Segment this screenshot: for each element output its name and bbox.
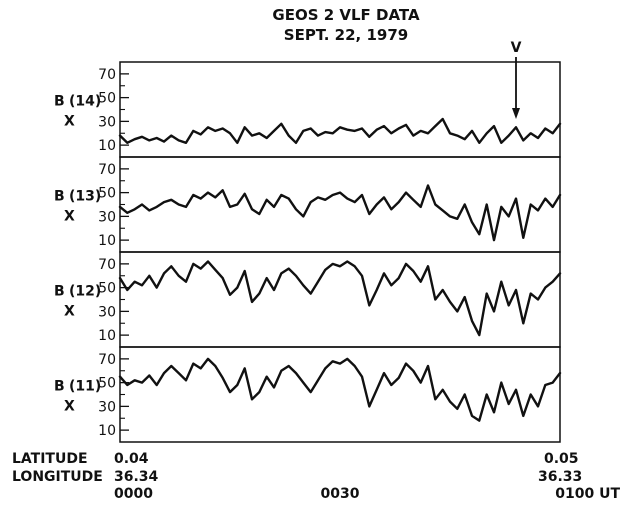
y-tick-label: 30 [98, 304, 116, 320]
series-label-component: X [64, 304, 75, 320]
longitude-start: 36.34 [114, 469, 159, 485]
series-label-index: (11) [69, 379, 101, 395]
series-label-index: (14) [69, 94, 101, 110]
y-tick-label: 70 [98, 67, 116, 83]
event-marker: V [511, 40, 522, 119]
y-tick-label: 10 [98, 328, 116, 344]
latitude-label: LATITUDE [12, 451, 88, 467]
series-label: B [54, 284, 65, 300]
panel-3: 10 30 50 70 B (12) X [54, 251, 562, 348]
latitude-start: 0.04 [114, 451, 149, 467]
series-label: B [54, 94, 65, 110]
series-line [118, 357, 562, 422]
y-tick-label: 70 [98, 257, 116, 273]
chart-subtitle: SEPT. 22, 1979 [284, 26, 408, 44]
y-tick-label: 50 [98, 186, 116, 202]
series-label-component: X [64, 209, 75, 225]
y-tick-label: 30 [98, 209, 116, 225]
y-tick-label: 70 [98, 352, 116, 368]
y-tick-label: 30 [98, 399, 116, 415]
panel-4: 10 30 50 70 B (11) X [54, 346, 562, 443]
x-tick-labels: 0000 0030 0100 UT [114, 486, 620, 502]
y-tick-label: 10 [98, 233, 116, 249]
panel-2: 10 30 50 70 B (13) X [54, 156, 562, 253]
y-tick-label: 50 [98, 91, 116, 107]
series-label-component: X [64, 114, 75, 130]
longitude-label: LONGITUDE [12, 469, 103, 485]
y-tick-label: 30 [98, 114, 116, 130]
y-tick-label: 10 [98, 423, 116, 439]
event-marker-label: V [511, 40, 522, 56]
event-arrow-head [512, 108, 520, 119]
y-tick-label: 70 [98, 162, 116, 178]
panel-1: 10 30 50 70 B (14) X [54, 61, 562, 158]
series-line [118, 260, 562, 337]
x-tick-label: 0100 UT [555, 486, 620, 502]
latitude-end: 0.05 [544, 451, 579, 467]
y-tick-label: 10 [98, 138, 116, 154]
series-label-index: (13) [69, 189, 101, 205]
longitude-end: 36.33 [538, 469, 582, 485]
series-line [118, 117, 562, 145]
y-tick-label: 50 [98, 376, 116, 392]
series-label-component: X [64, 399, 75, 415]
panel-frame [119, 346, 561, 443]
chart-title: GEOS 2 VLF DATA [272, 6, 420, 24]
x-tick-label: 0030 [321, 486, 360, 502]
x-tick-label: 0000 [114, 486, 153, 502]
series-label: B [54, 379, 65, 395]
series-label: B [54, 189, 65, 205]
y-tick-label: 50 [98, 281, 116, 297]
series-label-index: (12) [69, 284, 101, 300]
series-line [118, 184, 562, 242]
